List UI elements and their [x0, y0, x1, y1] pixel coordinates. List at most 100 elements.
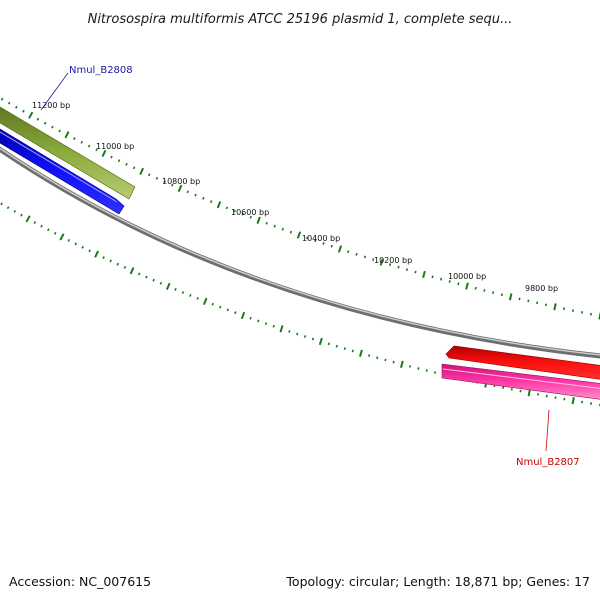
- outer-tick: [22, 109, 25, 113]
- outer-tick: [95, 148, 98, 152]
- inner-tick: [359, 349, 363, 357]
- outer-tick: [73, 137, 76, 140]
- inner-tick: [417, 367, 420, 370]
- inner-tick: [159, 281, 163, 285]
- outer-tick: [28, 111, 34, 119]
- outer-tick: [347, 250, 350, 254]
- outer-tick: [171, 183, 174, 187]
- outer-tick: [256, 216, 261, 224]
- inner-tick: [25, 215, 31, 223]
- feature-band-olive[interactable]: [0, 104, 136, 200]
- outer-tick: [117, 159, 121, 163]
- inner-tick: [376, 356, 379, 360]
- gene-label-nmul-b2807[interactable]: Nmul_B2807: [516, 457, 580, 468]
- gene-arrow-nmul-b2807[interactable]: [441, 363, 600, 400]
- outer-tick: [306, 236, 309, 240]
- inner-tick: [59, 233, 65, 241]
- outer-tick: [177, 184, 183, 193]
- outer-tick: [372, 258, 375, 261]
- outer-tick: [296, 231, 302, 239]
- outer-tick: [194, 193, 197, 197]
- outer-tick: [414, 270, 417, 274]
- inner-tick: [219, 305, 222, 309]
- outer-tick: [249, 215, 252, 219]
- outer-tick: [225, 206, 229, 210]
- inner-tick: [257, 319, 260, 323]
- outer-tick: [58, 129, 61, 133]
- outer-tick: [322, 242, 325, 245]
- outer-tick: [314, 239, 317, 243]
- outer-tick: [363, 255, 367, 259]
- outer-tick: [508, 293, 513, 301]
- outer-tick: [132, 166, 136, 170]
- outer-tick: [562, 307, 565, 311]
- outer-tick: [281, 227, 284, 231]
- inner-tick: [47, 228, 50, 232]
- inner-tick: [181, 291, 185, 294]
- gene-arrow-red[interactable]: [445, 345, 600, 380]
- outer-tick: [233, 209, 236, 213]
- inner-tick: [425, 369, 428, 372]
- outer-tick: [43, 121, 47, 125]
- inner-tick: [384, 358, 387, 362]
- outer-tick: [202, 196, 205, 200]
- inner-tick: [53, 231, 57, 235]
- inner-tick: [13, 210, 17, 213]
- outer-tick: [289, 230, 293, 234]
- outer-tick: [474, 286, 477, 290]
- outer-tick: [457, 282, 460, 286]
- inner-tick: [527, 389, 531, 397]
- outer-tick: [80, 140, 84, 144]
- inner-tick: [409, 365, 412, 368]
- outer-tick: [571, 309, 574, 312]
- inner-tick: [129, 267, 135, 275]
- outer-tick: [405, 268, 409, 272]
- accession-text: Accession: NC_007615: [9, 574, 151, 589]
- inner-tick: [392, 360, 395, 364]
- gene-arrow-highlight: [0, 131, 118, 203]
- inner-tick: [74, 242, 77, 246]
- outer-tick: [148, 173, 151, 177]
- gene-arrow-highlight: [442, 368, 600, 389]
- inner-tick: [94, 250, 100, 258]
- inner-tick: [303, 335, 307, 338]
- inner-tick: [279, 325, 284, 333]
- inner-tick: [311, 337, 315, 341]
- outer-tick: [397, 265, 400, 269]
- inner-tick: [67, 238, 71, 242]
- inner-tick: [272, 324, 275, 328]
- outer-tick: [273, 224, 276, 228]
- inner-tick: [20, 213, 23, 217]
- outer-tick: [580, 311, 583, 314]
- gene-label-nmul-b2808[interactable]: Nmul_B2808: [69, 65, 133, 76]
- inner-tick: [571, 397, 575, 405]
- inner-tick: [189, 294, 192, 297]
- inner-tick: [152, 278, 155, 282]
- inner-tick: [226, 308, 229, 312]
- tick-label-10800: 10800 bp: [162, 177, 200, 186]
- outer-tick: [422, 270, 426, 279]
- inner-tick: [240, 311, 246, 320]
- backbone-arc-highlight: [0, 147, 600, 356]
- tick-label-10400: 10400 bp: [302, 234, 340, 243]
- inner-tick: [0, 202, 3, 206]
- outer-tick: [110, 155, 113, 159]
- inner-tick: [327, 342, 330, 346]
- outer-tick: [209, 200, 213, 203]
- outer-tick: [553, 303, 557, 311]
- outer-tick: [388, 263, 392, 267]
- inner-tick: [502, 386, 505, 389]
- inner-tick: [137, 272, 141, 276]
- gene-leader-nmul-b2808: [40, 72, 69, 111]
- inner-tick: [40, 224, 43, 228]
- tick-label-9800: 9800 bp: [525, 284, 558, 293]
- inner-tick: [109, 259, 112, 263]
- gene-leader-nmul-b2807: [545, 409, 550, 452]
- outer-tick: [337, 245, 343, 253]
- outer-tick: [101, 149, 107, 158]
- inner-tick: [318, 337, 323, 346]
- inner-tick: [351, 349, 354, 353]
- inner-tick: [335, 344, 338, 348]
- tick-label-11000: 11000 bp: [96, 142, 134, 151]
- inner-tick: [196, 296, 199, 300]
